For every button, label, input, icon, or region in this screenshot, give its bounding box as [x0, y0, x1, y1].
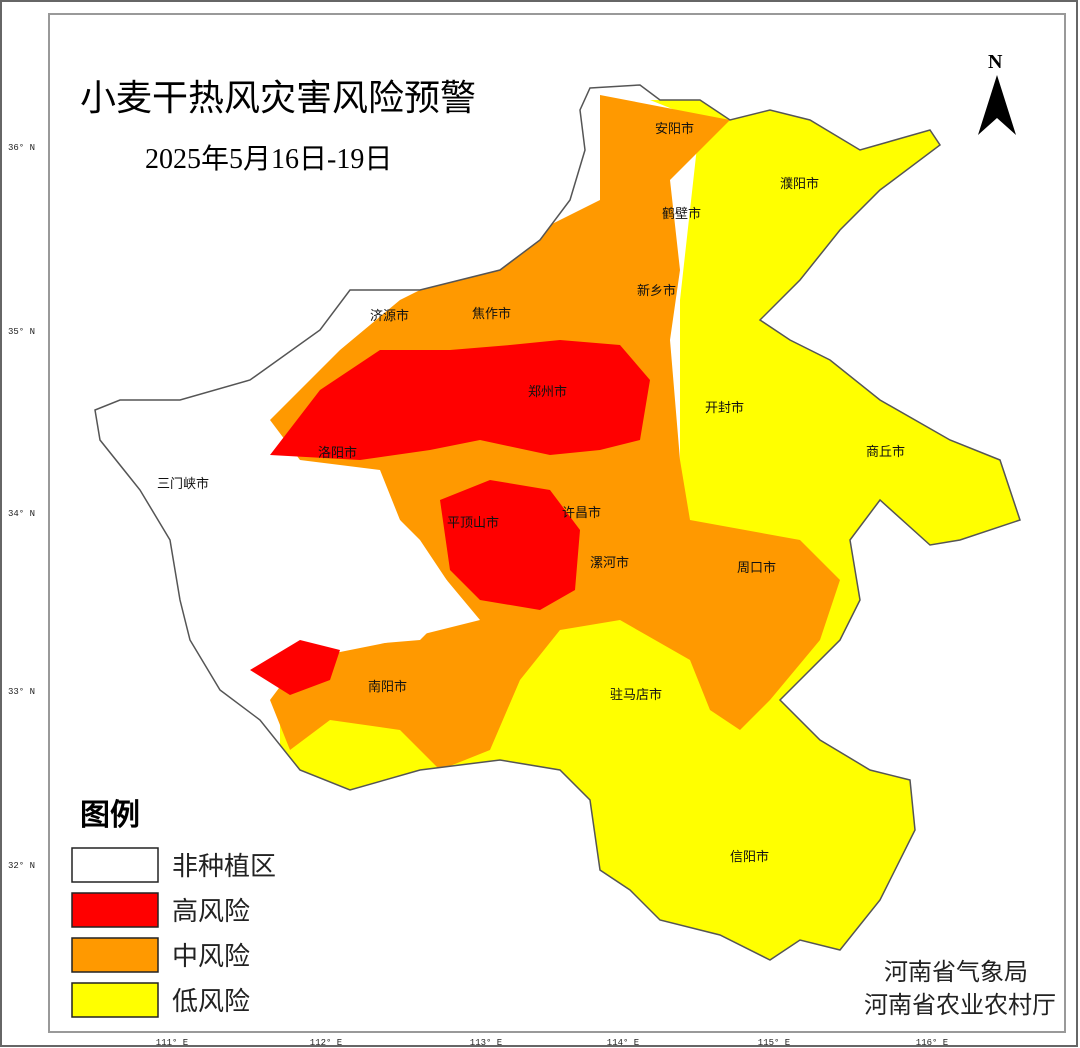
city-label: 许昌市: [562, 505, 601, 521]
city-label: 三门峡市: [157, 476, 209, 492]
legend-label: 中风险: [172, 942, 250, 972]
lat-tick-label: 33° N: [8, 687, 35, 697]
lon-tick-label: 116° E: [916, 1038, 948, 1048]
credit-line-1: 河南省气象局: [884, 958, 1028, 986]
city-label: 平顶山市: [447, 515, 499, 531]
non-planting-west: [95, 400, 460, 690]
city-label: 济源市: [370, 308, 409, 324]
map-subtitle: 2025年5月16日-19日: [145, 143, 392, 175]
city-label: 洛阳市: [318, 445, 357, 461]
city-label: 新乡市: [637, 283, 676, 299]
north-label: N: [988, 51, 1003, 73]
lat-tick-label: 36° N: [8, 143, 35, 153]
lat-tick-label: 34° N: [8, 509, 35, 519]
lon-tick-label: 115° E: [758, 1038, 790, 1048]
lat-tick-label: 35° N: [8, 327, 35, 337]
city-label: 焦作市: [472, 306, 511, 322]
graticule-labels: 111° E 112° E 113° E 114° E 115° E 116° E 36° …: [8, 143, 948, 1048]
lon-tick-label: 113° E: [470, 1038, 502, 1048]
city-label: 周口市: [737, 560, 776, 576]
lat-tick-label: 32° N: [8, 861, 35, 871]
city-label: 商丘市: [866, 444, 905, 460]
legend-label: 非种植区: [172, 852, 276, 882]
city-label: 开封市: [705, 400, 744, 416]
city-label: 濮阳市: [780, 176, 819, 192]
credit-line-2: 河南省农业农村厅: [864, 991, 1056, 1019]
city-label: 郑州市: [528, 384, 567, 400]
legend-label: 高风险: [172, 897, 250, 927]
legend-swatch: [71, 982, 159, 1018]
map-frame: [48, 13, 1066, 1033]
legend-label: 低风险: [172, 987, 250, 1017]
city-label: 南阳市: [368, 679, 407, 695]
high-risk-zone-pingdingshan: [440, 480, 580, 610]
legend-swatch: [71, 937, 159, 973]
city-label: 漯河市: [590, 555, 629, 571]
legend-swatch: [71, 847, 159, 883]
lon-tick-label: 114° E: [607, 1038, 639, 1048]
map-title: 小麦干热风灾害风险预警: [80, 78, 476, 119]
city-label: 驻马店市: [610, 687, 662, 703]
legend-title: 图例: [80, 798, 140, 833]
lon-tick-label: 112° E: [310, 1038, 342, 1048]
north-arrow-icon: [978, 75, 1016, 135]
city-label: 安阳市: [655, 121, 694, 137]
lon-tick-label: 111° E: [156, 1038, 188, 1048]
high-risk-zone-nanyang: [250, 640, 340, 695]
city-label: 鹤壁市: [662, 206, 701, 222]
legend-swatch: [71, 892, 159, 928]
city-label: 信阳市: [730, 849, 769, 865]
high-risk-zone-north: [270, 340, 650, 460]
